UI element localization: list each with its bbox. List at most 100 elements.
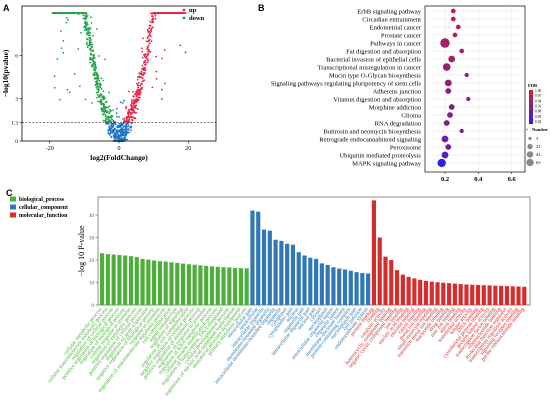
volcano-point <box>91 43 94 46</box>
volcano-point <box>80 12 83 15</box>
go-bar <box>261 229 267 306</box>
volcano-point <box>90 49 92 52</box>
kegg-bubble <box>445 88 452 94</box>
volcano-point <box>89 56 91 59</box>
volcano-point <box>114 132 117 135</box>
pathway-label: Prostate cancer <box>381 32 422 39</box>
volcano-point <box>89 32 91 34</box>
volcano-point <box>89 52 92 55</box>
volcano-point <box>131 98 133 101</box>
volcano-point <box>117 126 120 129</box>
volcano-point <box>134 101 137 104</box>
volcano-point <box>65 21 68 24</box>
volcano-point <box>69 12 72 15</box>
go-bar <box>273 239 278 305</box>
volcano-point <box>102 95 105 98</box>
size-legend-label: 23 <box>536 144 541 149</box>
volcano-point <box>146 37 149 39</box>
volcano-point <box>184 51 187 54</box>
volcano-point <box>112 128 115 131</box>
volcano-point <box>100 84 102 86</box>
volcano-point <box>144 68 147 71</box>
go-bar <box>464 284 469 305</box>
volcano-point <box>98 80 101 82</box>
volcano-point <box>63 12 66 15</box>
volcano-point <box>102 113 105 116</box>
go-bar <box>128 256 134 305</box>
volcano-point <box>110 120 113 123</box>
volcano-point <box>147 44 150 46</box>
volcano-point <box>131 116 134 119</box>
kegg-bubble <box>450 8 456 14</box>
volcano-point <box>142 37 144 40</box>
go-bar-chart: C 0 10 20 30 40 cellular metabolic processce… <box>6 188 531 397</box>
volcano-point <box>94 81 97 83</box>
volcano-point <box>97 78 99 81</box>
pathway-label: Circadian entrainment <box>362 16 421 23</box>
kegg-bubble <box>450 16 456 22</box>
volcano-point <box>116 135 119 138</box>
volcano-point <box>106 100 108 103</box>
go-bar <box>493 285 498 305</box>
volcano-point <box>134 93 137 96</box>
volcano-point <box>122 126 125 129</box>
volcano-point <box>92 64 94 67</box>
volcano-point <box>95 91 98 94</box>
go-bar <box>186 264 191 305</box>
volcano-point <box>65 12 68 15</box>
go-bar <box>412 278 417 305</box>
volcano-point <box>125 107 127 109</box>
volcano-point <box>85 27 88 30</box>
volcano-point <box>118 136 121 139</box>
y-tick-label: 30 <box>89 236 95 241</box>
panel-label-a: A <box>3 3 10 13</box>
volcano-point <box>177 12 180 15</box>
volcano-point <box>146 47 149 49</box>
volcano-point <box>130 105 133 108</box>
volcano-point <box>97 74 100 77</box>
volcano-point <box>97 89 100 92</box>
go-bar <box>314 258 319 306</box>
legend-label-down: down <box>189 15 205 22</box>
go-bar <box>389 260 394 305</box>
legend-swatch-biological_process <box>10 196 16 202</box>
kegg-bubble <box>464 72 469 78</box>
pathway-label: RNA degradation <box>375 120 422 127</box>
volcano-point <box>86 32 89 34</box>
volcano-point <box>86 33 89 36</box>
volcano-point <box>139 93 141 96</box>
go-bar <box>256 211 261 306</box>
volcano-point <box>126 123 129 125</box>
volcano-point <box>159 12 162 15</box>
volcano-point <box>146 53 149 56</box>
volcano-point <box>136 98 139 101</box>
volcano-point <box>102 90 105 93</box>
volcano-point <box>108 105 111 107</box>
volcano-point <box>62 51 65 54</box>
volcano-point <box>141 86 144 89</box>
volcano-point <box>100 103 103 105</box>
pathway-label: Mucin type O-Glycan biosynthesis <box>329 72 422 79</box>
volcano-point <box>82 17 85 20</box>
volcano-point <box>59 12 62 15</box>
volcano-point <box>174 12 176 15</box>
go-bar <box>331 267 336 305</box>
go-bar <box>319 263 324 306</box>
go-bar <box>487 285 492 305</box>
volcano-point <box>92 49 94 51</box>
volcano-point <box>149 50 152 53</box>
panel-label-b: B <box>258 3 265 13</box>
volcano-point <box>78 85 81 88</box>
volcano-point <box>94 69 96 72</box>
go-bar <box>105 254 110 305</box>
volcano-point <box>90 41 92 44</box>
volcano-point <box>130 125 133 128</box>
go-legend: biological_process cellular_componentmole… <box>10 196 68 219</box>
volcano-point <box>112 120 115 122</box>
volcano-point <box>136 78 139 81</box>
kegg-bubble <box>443 120 450 126</box>
go-bar <box>371 200 376 306</box>
kegg-bubble <box>447 112 453 118</box>
go-bar <box>233 267 238 306</box>
go-bar <box>452 283 457 306</box>
